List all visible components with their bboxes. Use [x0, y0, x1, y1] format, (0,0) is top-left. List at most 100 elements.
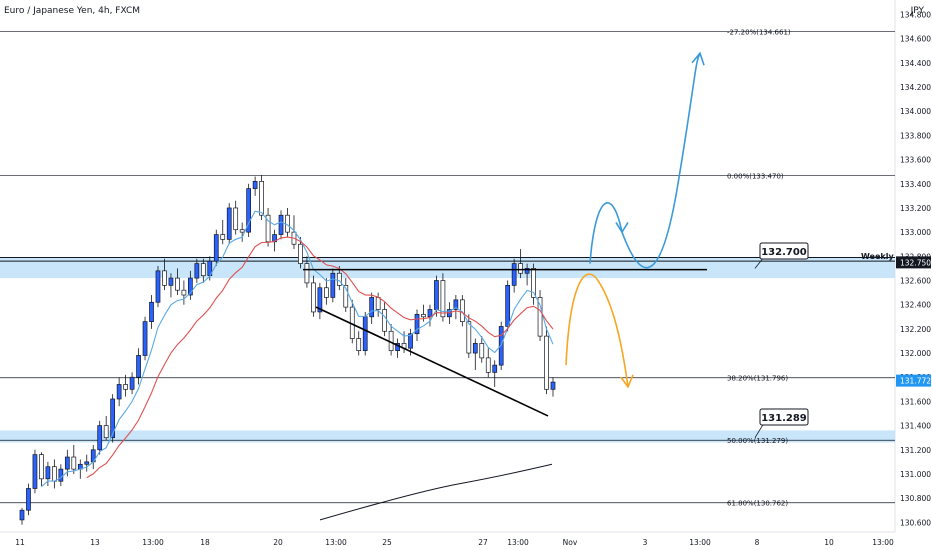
x-tick-8: 27 [478, 538, 488, 547]
candle-body [213, 234, 219, 262]
current-price-tag-text: 131.772 [900, 377, 931, 386]
candle-body [259, 181, 264, 216]
candle-body [168, 277, 174, 286]
candle-body [524, 268, 530, 274]
fib-label-2: 38.20%(131.796) [727, 375, 788, 383]
y-tick-8: 133.200 [900, 204, 931, 213]
ma-long-line [319, 463, 553, 521]
candle-body [382, 309, 387, 332]
candle-body [427, 309, 433, 318]
candle-body [317, 287, 323, 313]
currency-label: JPY [910, 6, 924, 16]
candle-body [71, 456, 77, 470]
x-tick-0: 11 [15, 538, 25, 547]
candle-body [149, 301, 154, 322]
candle-body [408, 333, 413, 349]
candle-body [155, 270, 161, 303]
y-tick-3: 134.200 [900, 83, 931, 92]
blue-arrow-small [589, 202, 623, 264]
candle-body [110, 398, 116, 439]
callout-131289-box [759, 408, 809, 426]
candle-body [194, 263, 200, 279]
candle-body [129, 376, 135, 390]
y-tick-4: 134.000 [900, 107, 931, 116]
candle-body [278, 214, 284, 235]
fib-label-3: 50.00%(131.279) [727, 437, 788, 445]
candle-body [369, 297, 375, 318]
candle-body [336, 272, 342, 286]
candle-body [220, 234, 226, 240]
y-tick-5: 133.800 [900, 131, 931, 140]
candle-body [511, 263, 517, 286]
candle-body [58, 468, 64, 482]
candle-body [97, 425, 103, 451]
orange-arrow-head [620, 374, 634, 389]
candle-body [136, 355, 141, 378]
y-tick-17: 131.400 [900, 422, 931, 431]
support-zone-0 [0, 257, 895, 279]
y-tick-9: 133.000 [900, 228, 931, 237]
candle-body [45, 466, 51, 480]
candle-body [505, 284, 511, 327]
x-tick-14: 10 [824, 538, 834, 547]
candle-body [19, 509, 25, 521]
candle-body [485, 357, 491, 373]
candle-body [531, 268, 536, 298]
y-tick-7: 133.400 [900, 180, 931, 189]
candle-body [414, 314, 420, 335]
y-tick-14: 132.000 [900, 349, 931, 358]
candle-body [356, 338, 362, 351]
x-tick-12: 13:00 [689, 538, 711, 547]
candle-body [162, 270, 167, 286]
x-tick-3: 18 [200, 538, 210, 547]
candle-body [323, 287, 329, 298]
chart-title: Euro / Japanese Yen, 4h, FXCM [4, 6, 141, 16]
candle-body [246, 188, 252, 233]
y-tick-0: 134.800 [900, 11, 931, 20]
blue-arrow-small-head [615, 222, 629, 234]
candle-body [466, 321, 472, 354]
candle-body [64, 456, 70, 470]
x-tick-9: 13:00 [507, 538, 529, 547]
candle-body [84, 461, 90, 465]
candle-body [265, 214, 271, 243]
candle-body [26, 488, 31, 511]
candle-body [123, 384, 128, 390]
candle-body [440, 280, 446, 318]
candle-body [492, 364, 498, 373]
y-tick-1: 134.600 [900, 35, 931, 44]
callout-131289-text: 131.289 [761, 413, 807, 424]
y-tick-6: 133.600 [900, 156, 931, 165]
candle-body [434, 280, 439, 310]
price-axis [895, 0, 932, 550]
candle-body [330, 272, 336, 298]
x-tick-11: 3 [643, 538, 648, 547]
candle-body [116, 384, 122, 400]
support-zone-1 [0, 430, 895, 443]
candle-body [343, 284, 349, 308]
y-tick-20: 130.800 [900, 494, 931, 503]
y-tick-11: 132.600 [900, 277, 931, 286]
candle-body [421, 314, 426, 318]
descending-trendline [315, 306, 549, 417]
candle-body [544, 335, 549, 390]
candle-body [362, 316, 368, 351]
candle-body [200, 263, 206, 277]
fib-label-4: 61.80%(130.762) [727, 500, 788, 508]
candle-body [472, 343, 478, 354]
candle-body [226, 207, 232, 240]
x-tick-10: Nov [563, 538, 578, 547]
candle-body [188, 277, 193, 296]
candle-body [375, 297, 381, 310]
blue-arrow-large [621, 52, 701, 269]
x-tick-13: 8 [755, 538, 760, 547]
y-tick-19: 131.000 [900, 470, 931, 479]
candle-body [142, 321, 148, 356]
candle-body [252, 181, 258, 189]
x-tick-5: 13:00 [325, 538, 347, 547]
weekly-price-tag-text: 132.750 [900, 258, 931, 267]
candle-body [103, 425, 109, 439]
ema-fast-line [41, 210, 554, 488]
x-tick-6: 25 [382, 538, 392, 547]
